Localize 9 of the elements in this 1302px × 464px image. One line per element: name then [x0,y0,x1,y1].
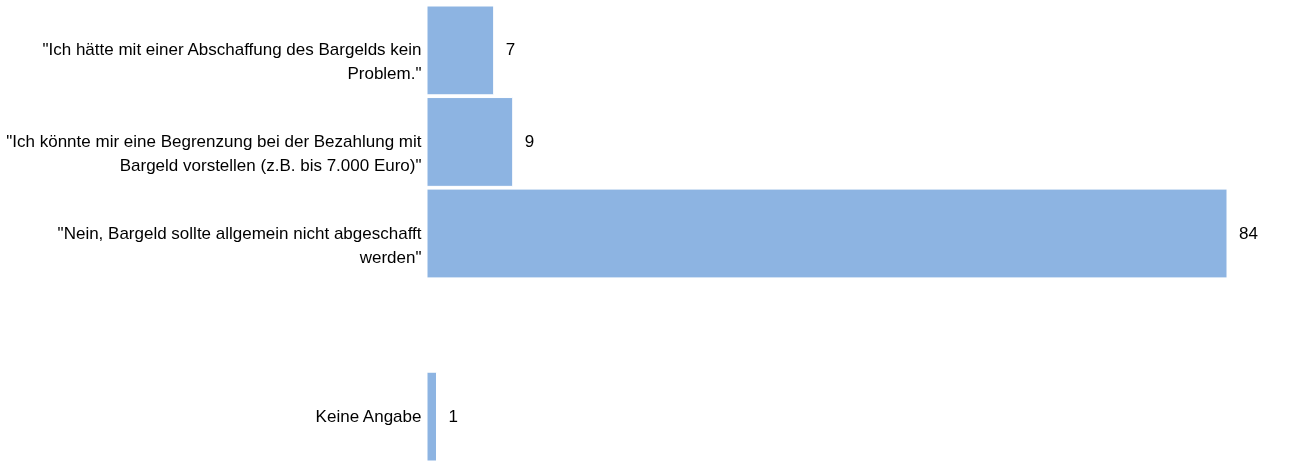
data-label: 84 [1239,223,1258,243]
bar [426,5,495,96]
data-label: 9 [524,131,535,151]
y-tick-label: Keine Angabe [315,406,422,426]
y-tick-label: "Nein, Bargeld sollte allgemein nicht abgeschafft werden" [57,223,422,267]
data-label: 7 [505,40,516,60]
data-label: 1 [448,406,458,426]
y-tick-label: "Ich könnte mir eine Begrenzung bei der Bezahlung mit Bargeld vorstellen (z.B. bis 7.000 Euro)" [6,131,422,175]
y-tick-label: "Ich hätte mit einer Abschaffung des Bargelds kein Problem." [42,40,422,84]
